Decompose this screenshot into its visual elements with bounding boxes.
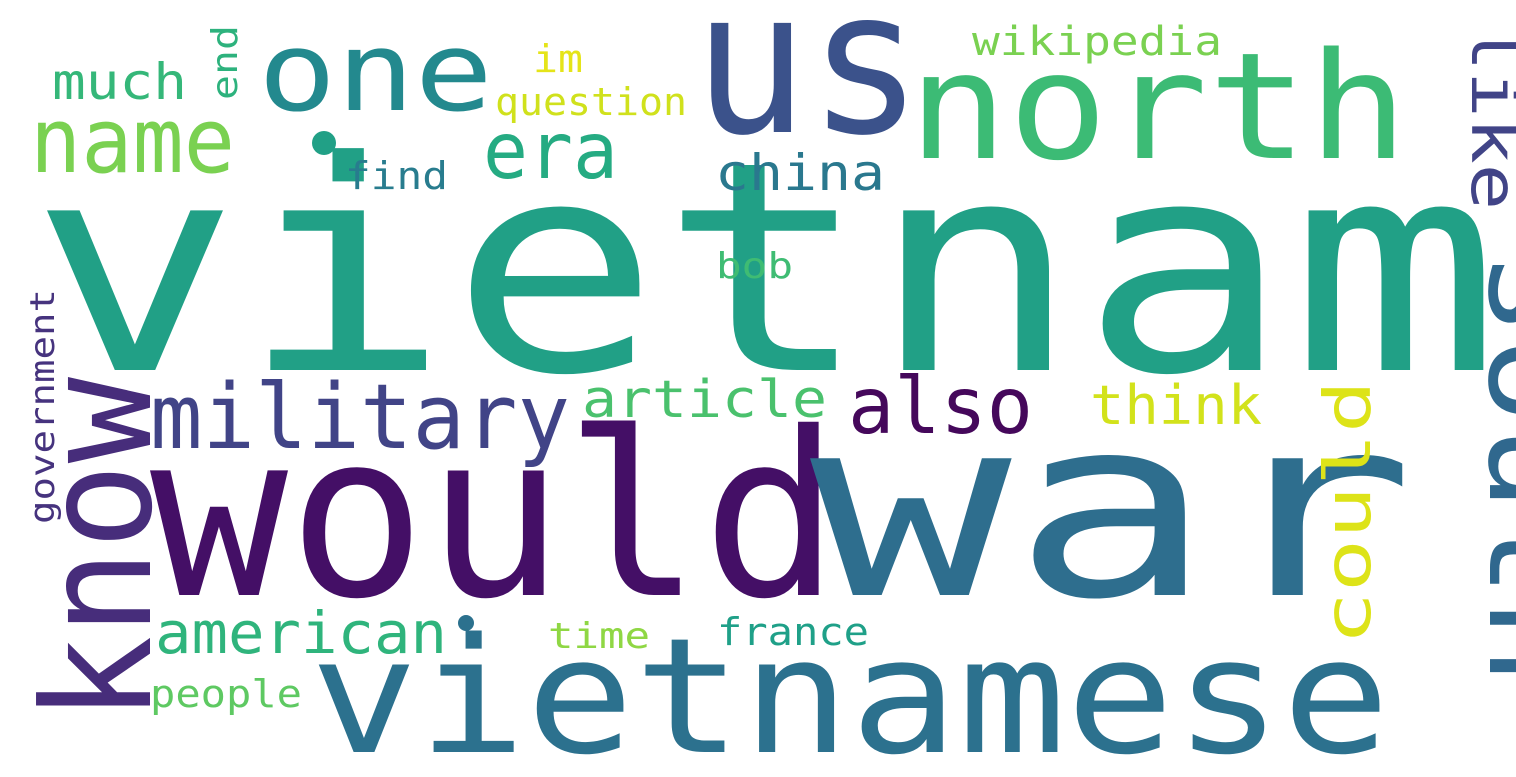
word-one: one — [258, 8, 493, 136]
word-france: france — [717, 610, 869, 654]
word-military: military — [150, 365, 570, 470]
word-end: end — [205, 25, 246, 100]
word-north: north — [908, 21, 1408, 193]
word-us: us — [693, 0, 923, 180]
word-american: american — [155, 599, 447, 667]
word-think: think — [1090, 374, 1262, 437]
word-dot-mark — [458, 615, 474, 631]
word-like: like — [1456, 25, 1516, 210]
word-bob: bob — [716, 246, 793, 287]
word-vietnamese: vietnamese — [310, 603, 1390, 777]
word-name: name — [30, 89, 235, 194]
word-war: war — [810, 363, 1415, 654]
word-im: im — [533, 37, 583, 81]
word-south: south — [1459, 250, 1516, 685]
word-know: know — [12, 376, 186, 722]
word-question: question — [495, 80, 687, 124]
word-article: article — [582, 370, 827, 430]
word-china: china — [715, 144, 885, 202]
word-time: time — [548, 616, 650, 657]
word-would: would — [150, 383, 840, 649]
word-vietnam: vietnam — [30, 99, 1500, 439]
word-era: era — [483, 107, 618, 197]
word-could: could — [1312, 380, 1386, 645]
word-people: people — [150, 672, 302, 716]
word-wikipedia: wikipedia — [972, 19, 1222, 65]
word-much: much — [52, 53, 187, 111]
word-also: also — [848, 362, 1033, 452]
word-find: find — [345, 154, 448, 198]
word-government: government — [23, 289, 63, 524]
word-dot-mark — [312, 131, 336, 155]
